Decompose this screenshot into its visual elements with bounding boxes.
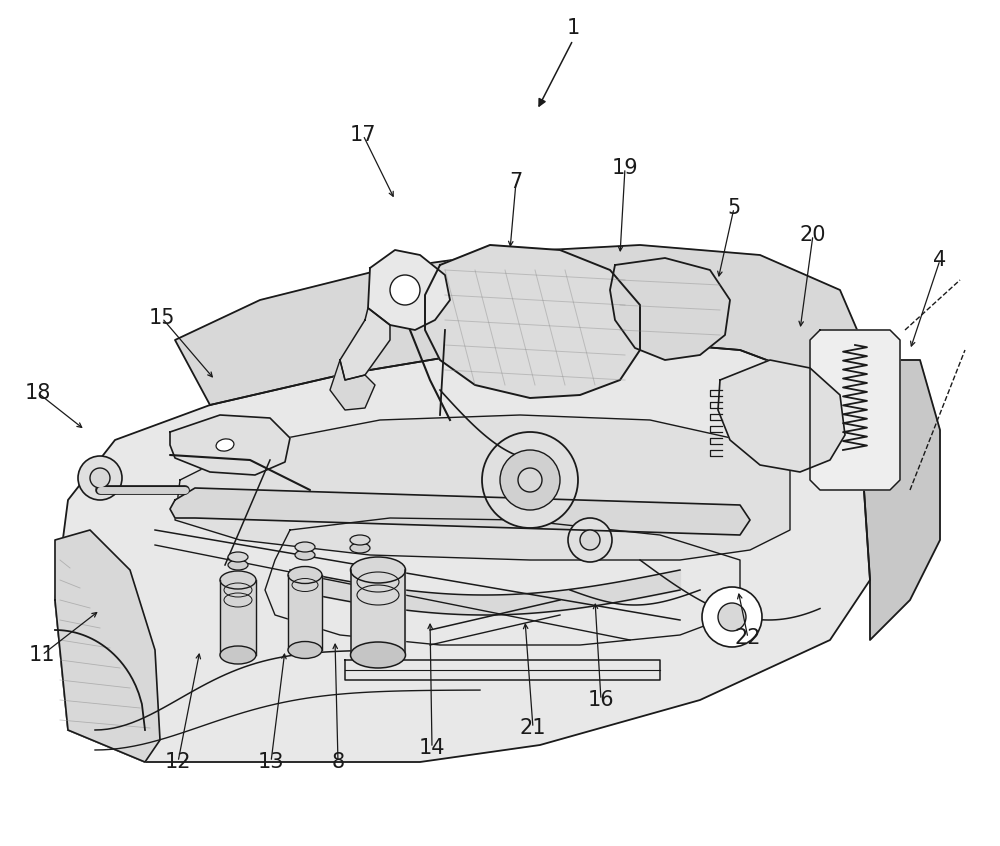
Polygon shape bbox=[55, 340, 870, 762]
Ellipse shape bbox=[228, 560, 248, 570]
Ellipse shape bbox=[295, 550, 315, 560]
Ellipse shape bbox=[288, 641, 322, 658]
Text: 15: 15 bbox=[149, 308, 175, 328]
Circle shape bbox=[500, 450, 560, 510]
Polygon shape bbox=[288, 575, 322, 650]
Polygon shape bbox=[425, 245, 640, 398]
Ellipse shape bbox=[228, 552, 248, 562]
Circle shape bbox=[718, 603, 746, 631]
Circle shape bbox=[702, 587, 762, 647]
Text: 14: 14 bbox=[419, 738, 445, 758]
Polygon shape bbox=[170, 415, 290, 475]
Text: 16: 16 bbox=[588, 690, 614, 710]
Polygon shape bbox=[718, 360, 845, 472]
Text: 21: 21 bbox=[520, 718, 546, 738]
Text: 13: 13 bbox=[258, 752, 284, 772]
Text: 11: 11 bbox=[29, 645, 55, 665]
Polygon shape bbox=[175, 245, 870, 430]
Text: 17: 17 bbox=[350, 125, 376, 145]
Ellipse shape bbox=[351, 557, 406, 583]
Text: 7: 7 bbox=[509, 172, 523, 192]
Polygon shape bbox=[340, 308, 390, 380]
Polygon shape bbox=[351, 570, 405, 655]
Circle shape bbox=[482, 432, 578, 528]
Polygon shape bbox=[330, 360, 375, 410]
Text: 22: 22 bbox=[735, 628, 761, 648]
Text: 8: 8 bbox=[331, 752, 345, 772]
Circle shape bbox=[518, 468, 542, 492]
Ellipse shape bbox=[220, 571, 256, 589]
Text: 4: 4 bbox=[933, 250, 947, 270]
Polygon shape bbox=[368, 250, 450, 330]
Polygon shape bbox=[55, 530, 160, 762]
Ellipse shape bbox=[220, 646, 256, 664]
Polygon shape bbox=[610, 258, 730, 360]
Text: 19: 19 bbox=[612, 158, 638, 178]
Text: 20: 20 bbox=[800, 225, 826, 245]
Polygon shape bbox=[170, 488, 750, 535]
Ellipse shape bbox=[216, 439, 234, 451]
Ellipse shape bbox=[295, 542, 315, 552]
Ellipse shape bbox=[350, 543, 370, 553]
Ellipse shape bbox=[288, 567, 322, 584]
Polygon shape bbox=[860, 360, 940, 640]
Polygon shape bbox=[810, 330, 900, 490]
Ellipse shape bbox=[350, 535, 370, 545]
Polygon shape bbox=[220, 580, 256, 655]
Circle shape bbox=[390, 275, 420, 305]
Text: 18: 18 bbox=[25, 383, 51, 403]
Text: 5: 5 bbox=[727, 198, 741, 218]
Ellipse shape bbox=[351, 642, 406, 668]
Circle shape bbox=[568, 518, 612, 562]
Text: 1: 1 bbox=[566, 18, 580, 38]
Circle shape bbox=[580, 530, 600, 550]
Text: 12: 12 bbox=[165, 752, 191, 772]
Circle shape bbox=[78, 456, 122, 500]
Circle shape bbox=[90, 468, 110, 488]
Polygon shape bbox=[175, 415, 790, 560]
